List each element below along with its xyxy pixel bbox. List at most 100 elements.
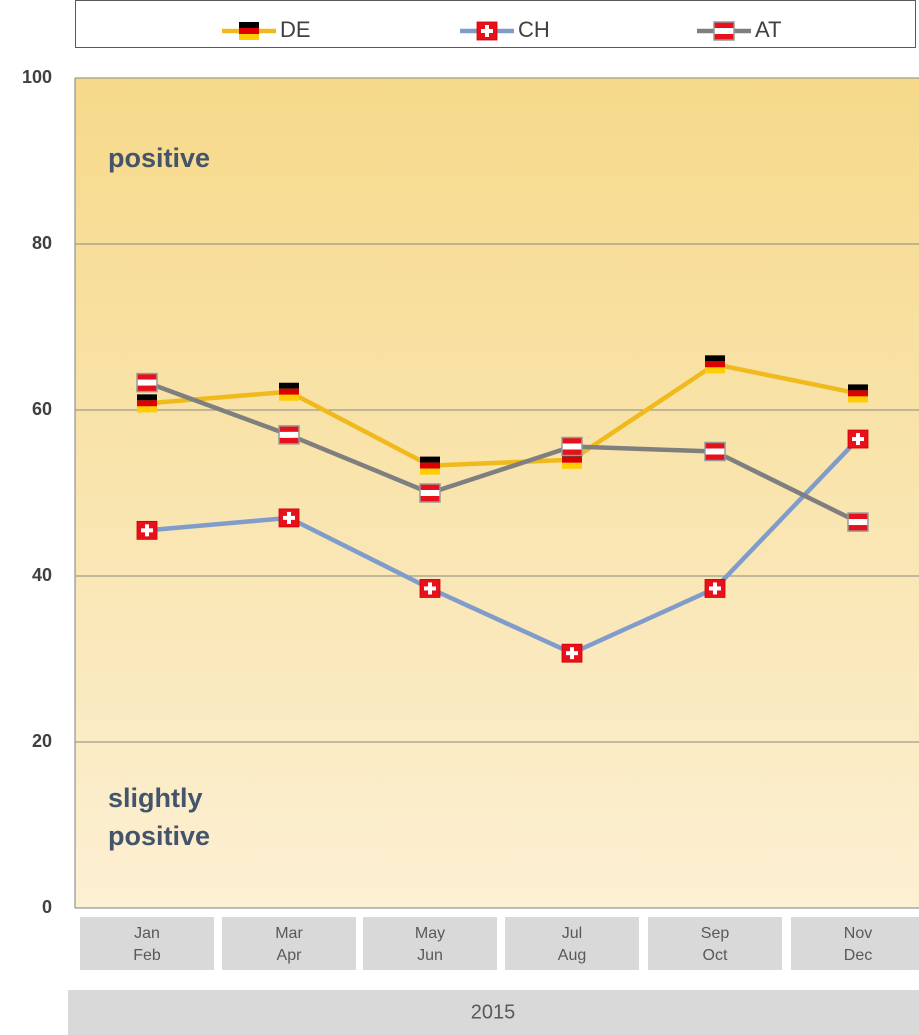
flag-stripe	[848, 396, 868, 403]
marker	[419, 579, 441, 598]
marker	[137, 394, 157, 413]
flag-cross	[424, 586, 436, 591]
marker	[705, 355, 725, 374]
flag-stripe	[705, 361, 725, 368]
legend-label: DE	[280, 17, 311, 42]
flag-cross	[141, 528, 153, 533]
flag-stripe	[239, 22, 259, 28]
flag-stripe	[420, 490, 440, 496]
flag-border	[713, 21, 735, 41]
x-tick-label: Apr	[277, 947, 303, 964]
flag-border	[278, 425, 300, 445]
marker	[278, 425, 300, 445]
flag-stripe	[714, 28, 734, 34]
annotation: positive	[108, 821, 210, 851]
flag-border	[419, 483, 441, 503]
marker	[419, 483, 441, 503]
flag-border	[704, 441, 726, 462]
x-tick-label: Mar	[275, 925, 303, 942]
flag-stripe	[705, 448, 725, 455]
flag-stripe	[562, 443, 582, 450]
flag-stripe	[705, 355, 725, 362]
x-tick-label: Jul	[562, 925, 582, 942]
flag-cross	[283, 515, 295, 520]
marker	[420, 456, 440, 475]
group-label: 2015	[471, 1001, 516, 1023]
x-tick-label: Jan	[134, 925, 160, 942]
flag-stripe	[137, 373, 157, 380]
annotation: slightly	[108, 783, 203, 813]
category-box	[791, 917, 919, 970]
legend-label: AT	[755, 17, 781, 42]
flag-stripe	[714, 22, 734, 28]
y-tick-label: 20	[32, 731, 52, 751]
x-tick-label: Jun	[417, 947, 443, 964]
flag-border	[561, 436, 583, 457]
flag-stripe	[420, 468, 440, 475]
y-tick-label: 80	[32, 233, 52, 253]
flag-cross	[566, 651, 578, 656]
legend-label: CH	[518, 17, 550, 42]
marker	[278, 508, 300, 528]
flag-stripe	[562, 462, 582, 469]
category-box	[505, 917, 639, 970]
y-tick-label: 0	[42, 897, 52, 917]
flag-stripe	[279, 394, 299, 401]
flag-stripe	[705, 442, 725, 449]
flag-stripe	[420, 456, 440, 463]
flag-stripe	[137, 406, 157, 413]
series-line	[146, 362, 859, 468]
x-tick-label: Aug	[558, 947, 586, 964]
plot-background	[75, 78, 919, 908]
x-tick-label: Sep	[701, 925, 730, 942]
flag-stripe	[420, 496, 440, 502]
flag-cross	[709, 586, 721, 591]
flag-stripe	[137, 394, 157, 401]
flag-stripe	[279, 431, 299, 438]
marker	[279, 382, 299, 401]
category-box	[363, 917, 497, 970]
marker	[561, 436, 583, 457]
flag-stripe	[279, 425, 299, 432]
marker	[704, 579, 726, 598]
y-tick-label: 60	[32, 399, 52, 419]
flag-stripe	[137, 385, 157, 392]
flag-stripe	[848, 390, 868, 397]
flag-stripe	[420, 462, 440, 469]
x-tick-label: May	[415, 925, 445, 942]
x-tick-label: Feb	[133, 947, 161, 964]
x-tick-label: Dec	[844, 947, 872, 964]
flag-border	[136, 372, 158, 393]
flag-stripe	[562, 456, 582, 463]
flag-stripe	[705, 454, 725, 461]
x-tick-label: Oct	[703, 947, 728, 964]
flag-stripe	[562, 449, 582, 456]
category-box	[222, 917, 356, 970]
flag-stripe	[137, 400, 157, 407]
category-box	[80, 917, 214, 970]
marker	[561, 643, 583, 663]
marker	[847, 429, 869, 449]
y-tick-label: 100	[22, 67, 52, 87]
x-tick-label: Nov	[844, 925, 872, 942]
y-tick-label: 40	[32, 565, 52, 585]
marker	[848, 384, 868, 403]
annotation: positive	[108, 143, 210, 173]
flag-cross	[852, 437, 864, 442]
flag-stripe	[848, 525, 868, 532]
flag-stripe	[279, 437, 299, 444]
legend-marker	[476, 21, 498, 41]
flag-stripe	[848, 384, 868, 391]
marker	[136, 520, 158, 540]
marker	[136, 372, 158, 393]
flag-stripe	[279, 382, 299, 389]
flag-stripe	[137, 379, 157, 386]
flag-stripe	[848, 513, 868, 520]
flag-stripe	[705, 367, 725, 374]
flag-border	[847, 512, 869, 532]
marker	[847, 512, 869, 532]
flag-stripe	[239, 34, 259, 40]
flag-stripe	[848, 519, 868, 526]
group-box	[68, 990, 919, 1035]
